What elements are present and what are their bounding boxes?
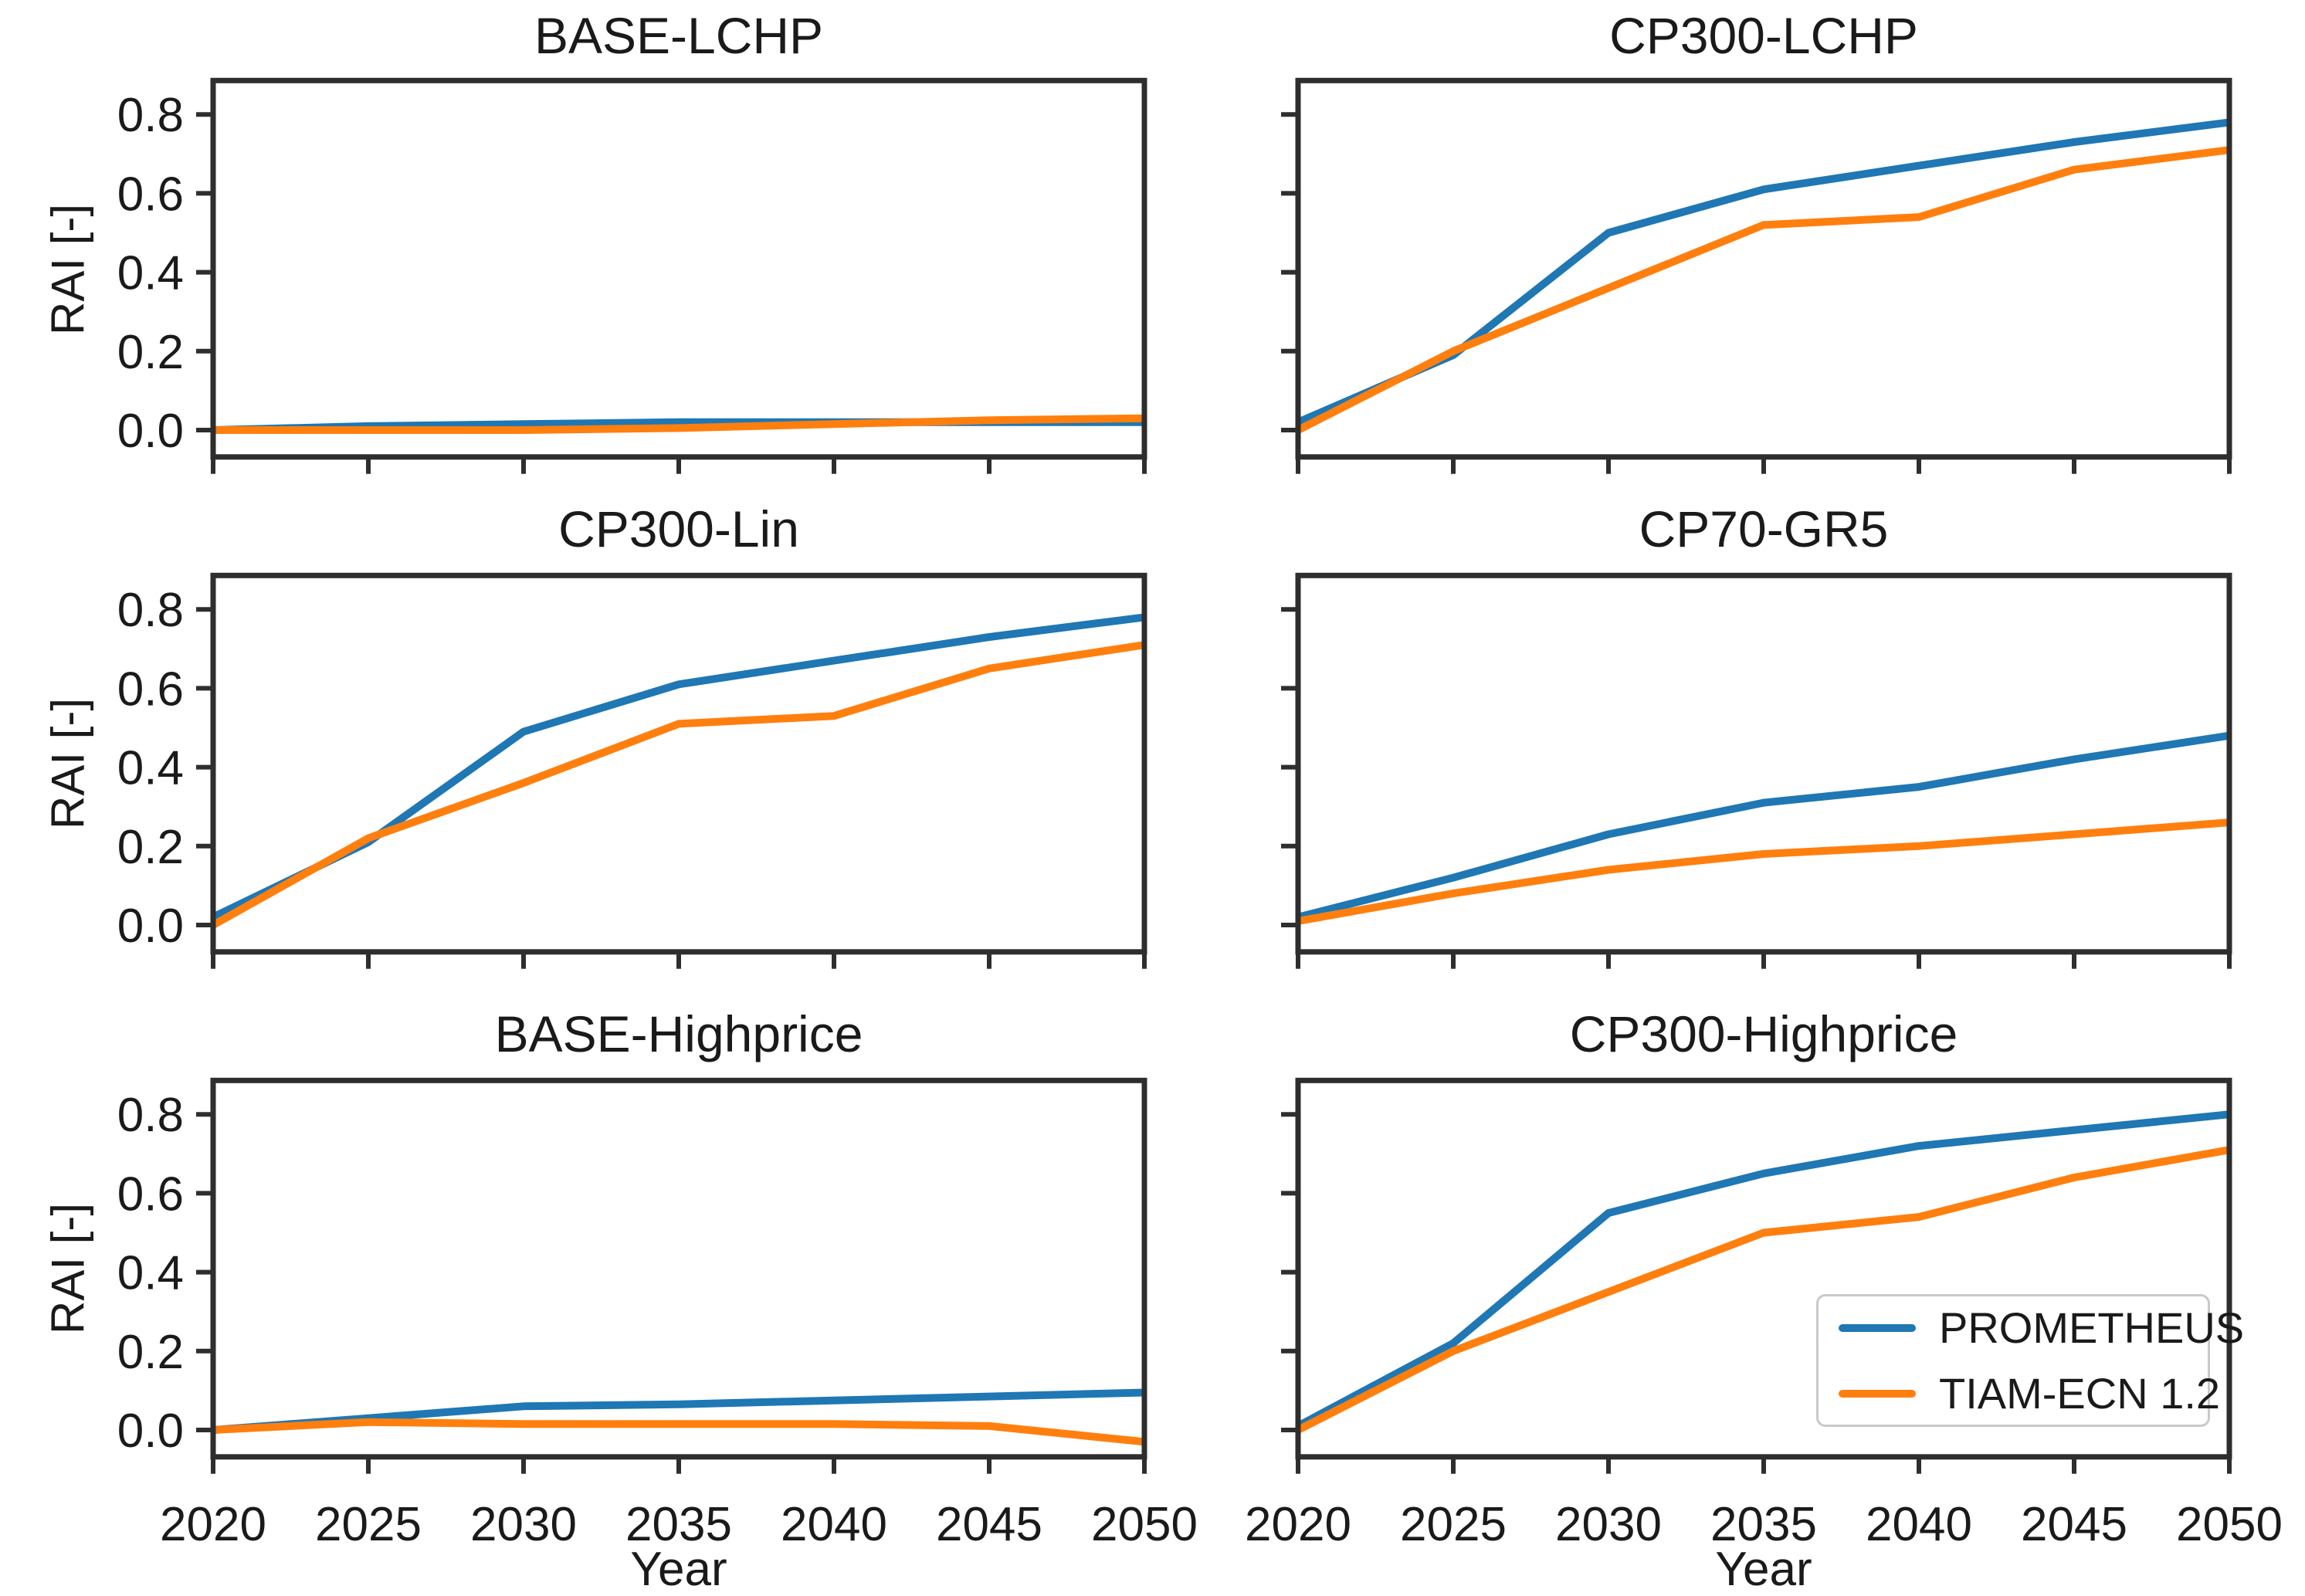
y-axis-tick-label: 0.4 [117,742,184,795]
legend-entry-tiam-ecn: TIAM-ECN 1.2 [1839,1368,2220,1418]
subplot-title-base-highprice: BASE-Highprice [494,1005,863,1062]
y-axis-label-row2: RAI [-] [42,697,94,830]
x-axis-tick-label: 2020 [1245,1498,1351,1551]
x-axis-tick-label: 2025 [315,1498,422,1551]
y-axis-tick-label: 0.0 [117,405,184,458]
y-axis-label-row1: RAI [-] [42,203,94,336]
x-axis-tick-label: 2030 [1555,1498,1662,1551]
x-axis-tick-label: 2040 [781,1498,887,1551]
subplot-cp70-gr5 [1281,572,2232,969]
subplot-cp300-lchp [1281,77,2232,474]
axes-spines [210,1077,1147,1460]
legend-label-tiam-ecn: TIAM-ECN 1.2 [1939,1369,2221,1418]
y-axis-tick-label: 0.6 [117,662,184,716]
x-axis-tick-label: 2045 [2021,1498,2127,1551]
series-line-prometheus [1296,1110,2230,1430]
y-axis-tick-label: 0.2 [117,1326,184,1379]
legend-entry-prometheus: PROMETHEUS [1839,1303,2244,1353]
subplot-cp300-highprice: 2020 2025 2030 2035 2040 2045 2050 [1245,1077,2283,1551]
series-line-tiam-ecn-1-2 [212,1418,1145,1446]
legend-label-prometheus: PROMETHEUS [1939,1303,2245,1352]
y-axis-tick-label: 0.4 [117,1247,184,1300]
y-axis-tick-label: 0.8 [117,89,184,142]
series-line-tiam-ecn-1-2 [1297,818,2230,925]
y-axis-tick-label: 0.2 [117,326,184,379]
y-axis-tick-label: 0.6 [117,168,184,221]
y-axis-label-row3: RAI [-] [42,1202,94,1335]
subplot-title-base-lchp: BASE-LCHP [534,7,824,64]
series-line-prometheus [1297,731,2230,921]
prometheus-line-swatch [1839,1323,1916,1332]
series-line-tiam-ecn-1-2 [211,641,1145,929]
x-axis-tick-label: 2050 [1091,1498,1198,1551]
x-axis-tick-label: 2025 [1400,1498,1507,1551]
y-axis-tick-label: 0.0 [117,1405,184,1458]
x-axis-label-left: Year [630,1543,727,1596]
axes-spines [210,77,1147,460]
y-axis-tick-label: 0.2 [117,821,184,874]
y-axis-tick-label: 0.6 [117,1167,184,1221]
x-axis-label-right: Year [1715,1543,1812,1596]
x-axis-tick-label: 2035 [625,1498,732,1551]
series-line-prometheus [212,1388,1145,1434]
x-axis-tick-label: 2035 [1710,1498,1817,1551]
x-axis-tick-label: 2040 [1866,1498,1972,1551]
x-axis-tick-label: 2045 [936,1498,1042,1551]
subplot-cp300-lin: 0.0 0.2 0.4 0.6 0.8 [117,572,1147,969]
x-axis-tick-label: 2030 [470,1498,577,1551]
subplot-base-highprice: 2020 2025 2030 2035 2040 2045 2050 0.0 0.2 0.4 0.6… [117,1077,1198,1551]
subplot-title-cp300-highprice: CP300-Highprice [1569,1005,1958,1062]
tiam-ecn-line-swatch [1839,1389,1916,1398]
series-line-prometheus [211,613,1145,921]
y-axis-tick-label: 0.8 [117,1089,184,1142]
series-line-tiam-ecn-1-2 [1296,1146,2230,1434]
y-axis-tick-label: 0.0 [117,900,184,953]
subplot-title-cp70-gr5: CP70-GR5 [1639,500,1889,557]
series-line-tiam-ecn-1-2 [1296,146,2230,434]
y-axis-tick-label: 0.4 [117,247,184,300]
x-axis-tick-label: 2050 [2176,1498,2283,1551]
subplot-title-cp300-lin: CP300-Lin [558,500,799,557]
legend-box: PROMETHEUS TIAM-ECN 1.2 [1816,1294,2244,1427]
series-line-tiam-ecn-1-2 [213,414,1145,434]
x-axis-tick-label: 2020 [160,1498,266,1551]
subplot-base-lchp: 0.0 0.2 0.4 0.6 0.8 [117,77,1147,474]
subplot-title-cp300-lchp: CP300-LCHP [1609,7,1918,64]
y-axis-tick-label: 0.8 [117,584,184,637]
